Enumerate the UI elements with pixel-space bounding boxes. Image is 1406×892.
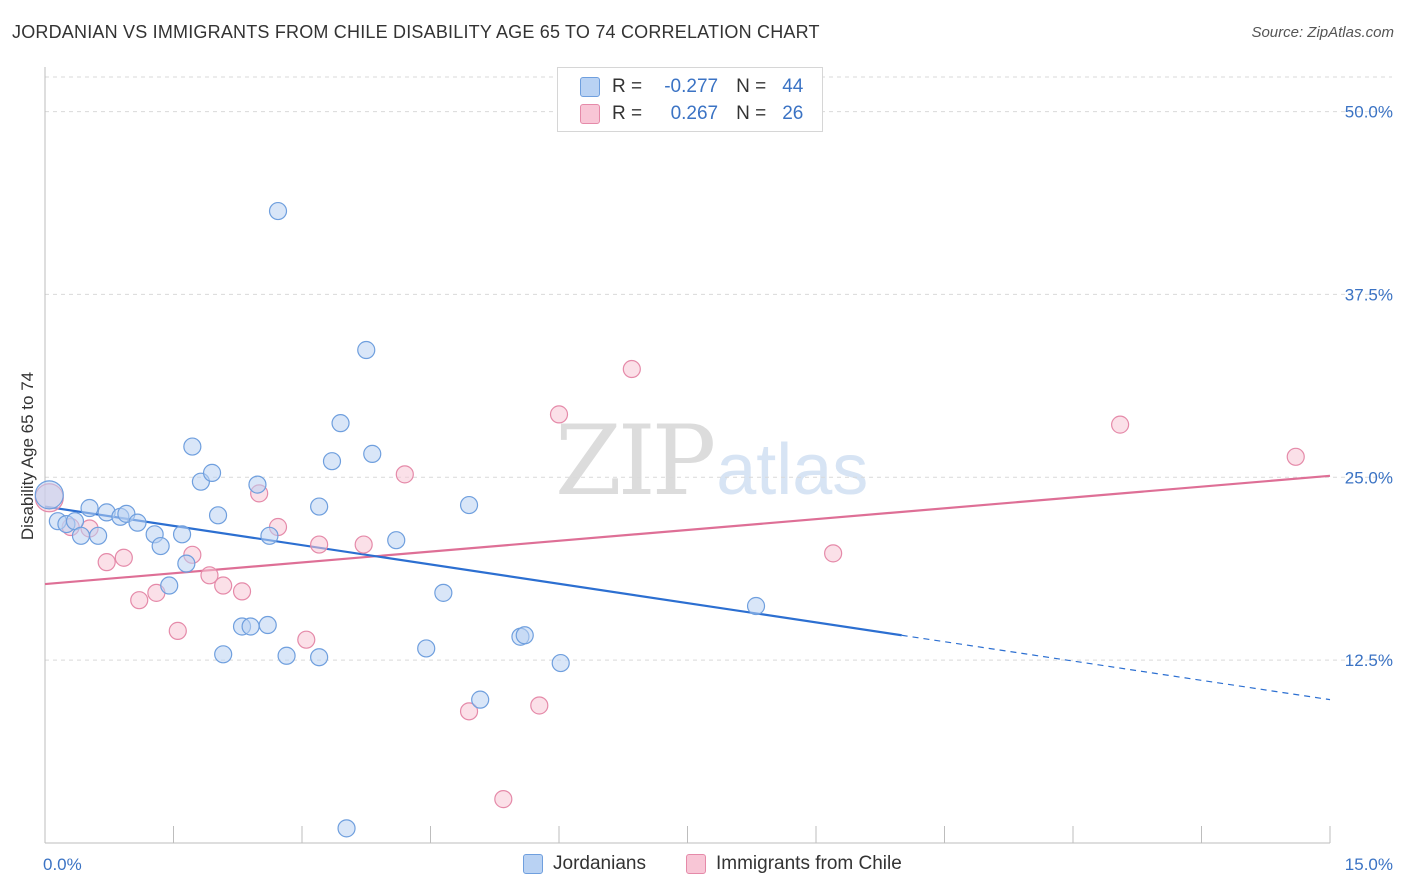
data-point-chile <box>168 621 187 640</box>
bottom-legend-label: Jordanians <box>553 853 646 874</box>
y-tick-label: 25.0% <box>1345 468 1393 487</box>
y-tick-label: 50.0% <box>1345 103 1393 122</box>
data-points <box>34 201 1305 838</box>
legend-n-label: N = <box>736 103 767 124</box>
legend-r-label: R = <box>612 103 643 124</box>
data-point-jordanians <box>183 437 202 456</box>
data-point-jordanians <box>258 615 277 635</box>
data-point-jordanians <box>310 497 329 516</box>
bottom-legend-jordanians: Jordanians <box>523 851 646 877</box>
data-point-chile <box>130 591 149 610</box>
data-point-jordanians <box>248 475 267 494</box>
data-point-jordanians <box>214 645 233 664</box>
data-point-jordanians <box>515 626 534 645</box>
data-point-chile <box>530 696 549 715</box>
data-point-chile <box>214 576 233 595</box>
correlation-legend: R = -0.277 N = 44 R = 0.267 N = 26 <box>557 67 823 132</box>
data-point-jordanians <box>89 526 108 545</box>
data-point-jordanians <box>387 531 406 550</box>
data-point-jordanians <box>151 536 170 556</box>
data-point-jordanians <box>417 639 436 658</box>
x-tick-label-max: 15.0% <box>1345 855 1393 874</box>
data-point-jordanians <box>746 596 766 616</box>
data-point-chile <box>622 359 641 379</box>
source-credit: Source: ZipAtlas.com <box>1251 24 1394 41</box>
trend-line-chile <box>44 474 1331 586</box>
data-point-jordanians <box>363 444 382 463</box>
data-point-jordanians <box>357 340 376 360</box>
legend-row-jordanians: R = -0.277 N = 44 <box>580 74 803 100</box>
legend-r-label: R = <box>612 76 643 97</box>
data-point-chile <box>824 544 843 563</box>
data-point-chile <box>395 465 414 484</box>
data-point-jordanians <box>471 690 490 709</box>
data-point-jordanians <box>34 480 64 510</box>
data-point-chile <box>494 790 513 809</box>
data-point-jordanians <box>337 819 356 838</box>
x-tick-label-min: 0.0% <box>43 855 82 874</box>
data-point-jordanians <box>459 495 479 515</box>
data-point-jordanians <box>172 525 192 544</box>
bottom-legend-label: Immigrants from Chile <box>716 853 902 874</box>
data-point-jordanians <box>331 414 350 433</box>
data-point-chile <box>1111 415 1130 434</box>
data-point-jordanians <box>160 576 179 595</box>
data-point-jordanians <box>202 463 222 482</box>
legend-swatch-blue <box>580 77 600 97</box>
data-point-jordanians <box>310 648 329 667</box>
data-point-chile <box>459 702 479 721</box>
legend-n-value: 44 <box>782 76 804 97</box>
bottom-legend-swatch-blue <box>523 854 543 874</box>
data-point-chile <box>354 535 373 554</box>
y-tick-label: 37.5% <box>1345 285 1393 304</box>
data-point-chile <box>297 630 316 649</box>
data-point-chile <box>1286 447 1305 466</box>
y-axis-label: Disability Age 65 to 74 <box>18 371 37 541</box>
legend-swatch-pink <box>580 104 600 124</box>
data-point-jordanians <box>71 526 91 545</box>
y-tick-label: 12.5% <box>1345 651 1393 670</box>
tick-labels: 12.5% 25.0% 37.5% 50.0% 0.0% 15.0% <box>43 103 1393 874</box>
data-point-jordanians <box>208 506 228 525</box>
data-point-jordanians <box>260 526 279 545</box>
data-point-jordanians <box>128 513 147 532</box>
data-point-chile <box>97 553 116 572</box>
trend-line-jordanians-extension <box>901 634 1331 701</box>
data-point-chile <box>310 535 329 554</box>
data-point-jordanians <box>177 554 196 573</box>
legend-r-value: -0.277 <box>664 76 719 97</box>
legend-row-chile: R = 0.267 N = 26 <box>580 101 803 127</box>
data-point-chile <box>114 548 133 567</box>
axes <box>44 67 1331 844</box>
data-point-chile <box>200 566 219 585</box>
trend-line-jordanians <box>44 505 902 637</box>
data-point-jordanians <box>268 201 288 221</box>
legend-n-value: 26 <box>782 103 804 124</box>
grid-lines <box>45 76 1392 661</box>
legend-n-label: N = <box>736 76 767 97</box>
bottom-legend-swatch-pink <box>686 854 706 874</box>
data-point-jordanians <box>551 653 570 673</box>
chart-title: JORDANIAN VS IMMIGRANTS FROM CHILE DISAB… <box>12 22 820 42</box>
data-point-chile <box>549 405 569 424</box>
data-point-jordanians <box>80 498 99 518</box>
data-point-jordanians <box>241 617 260 636</box>
bottom-legend-chile: Immigrants from Chile <box>686 851 902 877</box>
data-point-jordanians <box>322 452 342 471</box>
data-point-chile <box>232 582 252 601</box>
legend-r-value: 0.267 <box>670 103 719 124</box>
data-point-jordanians <box>434 583 453 602</box>
data-point-jordanians <box>277 646 296 665</box>
